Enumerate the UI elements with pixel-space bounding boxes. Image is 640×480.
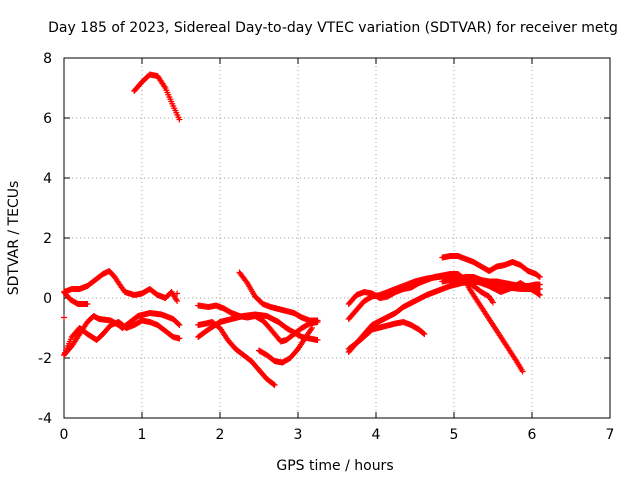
grid-lines bbox=[64, 58, 610, 418]
data-point bbox=[176, 322, 183, 328]
data-point bbox=[421, 331, 428, 337]
data-point bbox=[174, 290, 181, 297]
data-points bbox=[61, 71, 543, 388]
y-axis-label: SDTVAR / TECUs bbox=[6, 181, 22, 296]
data-point bbox=[84, 301, 91, 307]
x-tick-label: 3 bbox=[294, 427, 303, 443]
data-point bbox=[536, 292, 543, 298]
x-tick-label: 0 bbox=[60, 427, 69, 443]
axis-ticks: 0 1 2 3 4 5 6 7 -4 -2 0 2 4 6 8 bbox=[38, 51, 614, 443]
data-point bbox=[490, 299, 496, 306]
x-tick-label: 4 bbox=[372, 427, 381, 443]
data-point bbox=[420, 330, 427, 337]
data-point bbox=[535, 273, 542, 280]
data-point bbox=[61, 314, 67, 321]
data-point bbox=[270, 381, 277, 388]
x-tick-label: 7 bbox=[606, 427, 615, 443]
y-tick-label: 2 bbox=[43, 231, 52, 247]
x-tick-label: 5 bbox=[450, 427, 459, 443]
y-tick-label: -2 bbox=[38, 351, 52, 367]
x-tick-label: 1 bbox=[138, 427, 147, 443]
data-point bbox=[271, 382, 278, 388]
x-tick-label: 2 bbox=[216, 427, 225, 443]
y-tick-label: -4 bbox=[38, 411, 52, 427]
data-point bbox=[314, 317, 321, 324]
data-point bbox=[174, 298, 181, 304]
data-point bbox=[535, 291, 542, 298]
y-tick-label: 6 bbox=[43, 111, 52, 127]
y-tick-label: 4 bbox=[43, 171, 52, 187]
x-axis-label: GPS time / hours bbox=[276, 458, 393, 474]
y-tick-label: 0 bbox=[43, 291, 52, 307]
data-point bbox=[176, 116, 183, 123]
data-point bbox=[314, 337, 321, 343]
data-point bbox=[536, 274, 543, 280]
x-tick-label: 6 bbox=[528, 427, 537, 443]
data-point bbox=[536, 281, 543, 288]
data-point bbox=[309, 325, 316, 331]
data-point bbox=[519, 368, 526, 375]
data-point bbox=[175, 321, 182, 327]
y-tick-label: 8 bbox=[43, 51, 52, 67]
data-point bbox=[176, 335, 183, 342]
chart-title: Day 185 of 2023, Sidereal Day-to-day VTE… bbox=[48, 20, 618, 36]
